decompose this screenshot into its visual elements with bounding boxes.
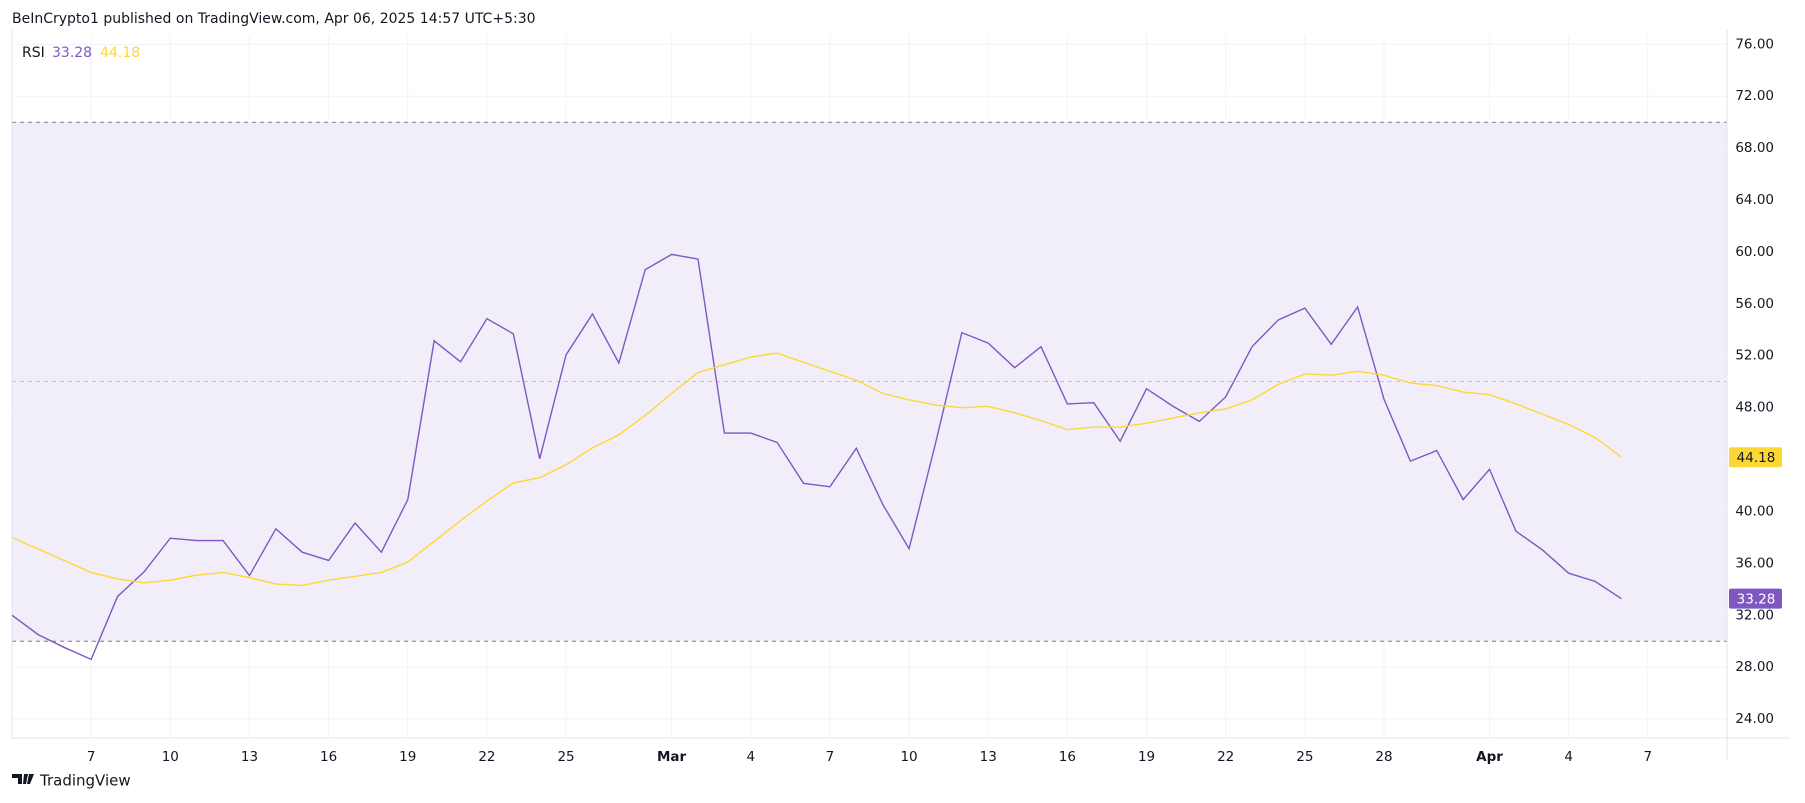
x-tick-label: 13 (980, 749, 997, 765)
x-tick-label: 28 (1375, 749, 1392, 765)
y-tick-label: 24.00 (1735, 711, 1774, 727)
y-tick-label: 76.00 (1735, 36, 1774, 52)
legend-value: 44.18 (100, 45, 140, 61)
y-tick-label: 40.00 (1735, 503, 1774, 519)
x-tick-label: 16 (320, 749, 337, 765)
x-tick-label: 19 (1138, 749, 1155, 765)
y-tick-label: 68.00 (1735, 140, 1774, 156)
x-tick-label: 22 (1217, 749, 1234, 765)
x-tick-label: 25 (1296, 749, 1313, 765)
legend-value: 33.28 (52, 45, 92, 61)
x-tick-label: Apr (1476, 749, 1503, 765)
x-tick-label: 7 (826, 749, 835, 765)
x-tick-label: 22 (478, 749, 495, 765)
x-tick-label: 16 (1059, 749, 1076, 765)
y-tick-label: 48.00 (1735, 400, 1774, 416)
rsi-line (12, 253, 1622, 661)
x-tick-label: 10 (162, 749, 179, 765)
tradingview-logo (12, 774, 34, 784)
x-tick-label: 4 (1564, 749, 1573, 765)
x-tick-label: 4 (746, 749, 755, 765)
x-tick-label: 7 (1644, 749, 1653, 765)
y-tick-label: 72.00 (1735, 88, 1774, 104)
brand: TradingView (39, 772, 131, 790)
y-tick-label: 56.00 (1735, 296, 1774, 312)
y-tick-label: 64.00 (1735, 192, 1774, 208)
y-tick-label: 52.00 (1735, 348, 1774, 364)
last-value-label: 44.18 (1737, 450, 1776, 466)
x-tick-label: Mar (657, 749, 687, 765)
indicator-title: RSI (22, 45, 45, 61)
publish-info: BeInCrypto1 published on TradingView.com… (12, 11, 536, 27)
y-tick-label: 60.00 (1735, 244, 1774, 260)
last-value-badge (1729, 588, 1782, 609)
rsi-line (12, 352, 1622, 587)
y-tick-label: 36.00 (1735, 555, 1774, 571)
y-tick-label: 28.00 (1735, 659, 1774, 675)
last-value-badge (1729, 447, 1782, 468)
x-tick-label: 13 (241, 749, 258, 765)
x-tick-label: 10 (900, 749, 917, 765)
x-tick-label: 7 (87, 749, 96, 765)
last-value-label: 33.28 (1737, 592, 1776, 608)
x-tick-label: 19 (399, 749, 416, 765)
x-tick-label: 25 (557, 749, 574, 765)
y-tick-label: 32.00 (1735, 607, 1774, 623)
